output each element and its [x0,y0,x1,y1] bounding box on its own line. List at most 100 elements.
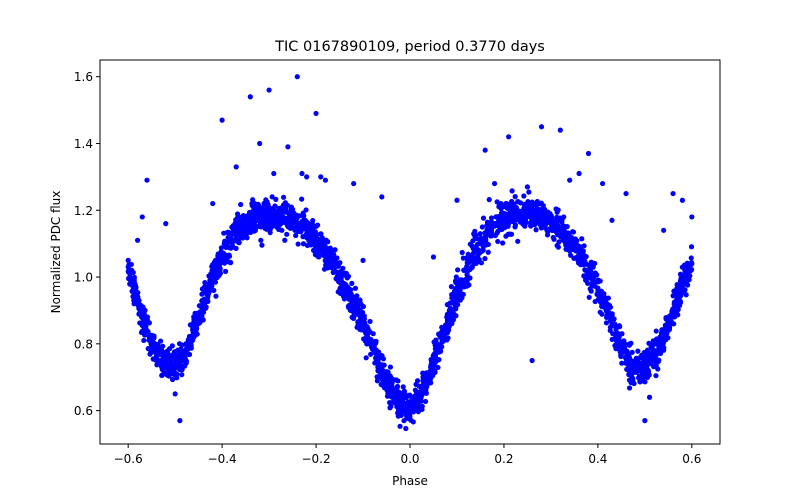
data-point [321,266,328,272]
data-point [471,261,477,267]
data-point [584,268,591,274]
data-point [657,339,663,345]
data-point [344,294,351,300]
data-point [486,197,492,203]
data-point [163,357,169,363]
outlier-point [642,418,648,424]
data-point [667,316,673,323]
data-point [252,211,258,217]
data-point [580,248,586,254]
data-point [555,225,561,232]
data-point [455,289,461,296]
data-point [439,335,445,341]
data-point [272,223,278,229]
y-tick-label: 0.6 [74,404,93,418]
data-point [677,298,684,304]
data-point [533,227,539,233]
data-point [177,361,183,368]
outlier-point [379,194,385,200]
data-point [300,241,307,247]
outlier-point [646,394,653,400]
data-point [477,231,483,237]
outlier-point [661,227,667,233]
data-point [191,314,197,321]
data-point [488,226,494,232]
data-point [448,284,455,290]
data-point [323,237,329,243]
data-point [512,194,518,200]
data-point [147,332,153,338]
data-point [444,302,450,308]
data-point [141,332,148,338]
data-point [506,204,512,210]
data-point [420,370,426,376]
data-point [139,305,145,311]
data-point [530,208,536,214]
data-point [363,355,369,361]
data-point [332,247,338,253]
data-point [463,276,469,282]
data-point [293,232,299,239]
data-point [205,291,211,297]
outlier-point [529,357,535,364]
data-point [272,203,278,209]
outlier-point [139,214,145,220]
data-point [338,287,344,293]
data-point [595,285,601,291]
data-point [400,384,406,390]
data-point [274,217,280,223]
outlier-point [125,257,131,263]
outlier-point [219,117,225,123]
x-tick-label: −0.4 [208,452,237,466]
outlier-point [299,170,305,177]
data-point [581,273,587,279]
data-point [485,249,491,255]
data-point [650,358,656,364]
data-point [276,226,282,233]
data-point [387,373,393,379]
data-point [439,331,445,337]
data-point [373,347,379,353]
data-point [642,379,648,385]
data-point [222,238,228,244]
data-point [586,294,592,300]
data-point [261,200,267,207]
data-point [555,218,561,224]
data-point [495,238,501,245]
data-point [393,377,399,383]
y-tick-label: 1.0 [74,271,93,285]
data-point [361,336,367,342]
data-point [216,262,222,268]
data-point [233,245,239,251]
data-point [355,319,361,325]
data-point [208,272,215,278]
data-point [269,194,275,200]
outlier-point [257,140,263,147]
data-point [387,405,393,411]
chart-title: TIC 0167890109, period 0.3770 days [274,39,545,55]
outlier-point [285,144,291,150]
outlier-point [351,180,357,187]
data-point [249,202,255,209]
data-point [253,215,260,222]
data-point [550,220,556,226]
outlier-point [177,418,183,424]
data-point [509,198,515,205]
data-point [379,353,385,359]
data-point [228,230,234,236]
data-point [562,240,569,246]
data-point [283,205,289,211]
data-point [604,312,610,319]
data-point [564,224,570,230]
data-point [453,274,459,280]
data-point [378,373,384,379]
data-point [244,235,250,241]
data-point [671,321,677,327]
data-point [666,320,672,327]
data-point [511,211,517,217]
data-point [148,349,154,355]
data-point [589,281,595,287]
data-point [461,267,467,274]
data-point [623,356,629,362]
